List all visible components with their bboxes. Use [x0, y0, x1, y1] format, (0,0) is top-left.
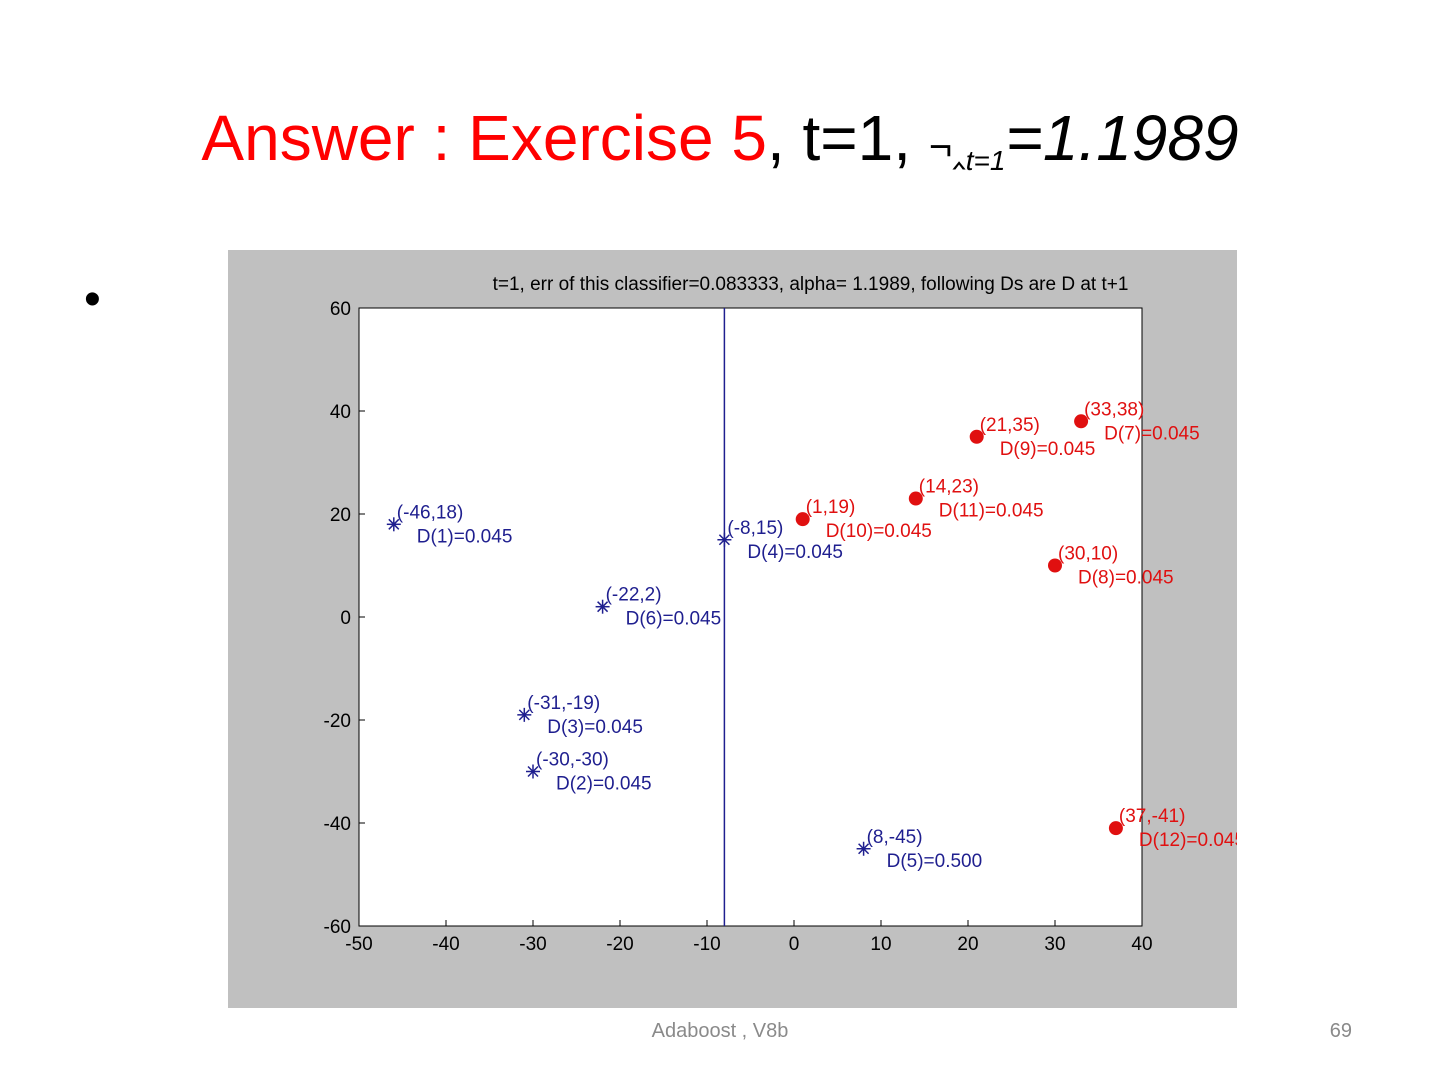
- star-marker-d2: [718, 534, 730, 546]
- y-tick-label: -20: [324, 711, 351, 732]
- title-rest-part: , t=1,: [766, 102, 912, 174]
- slide-title: Answer : Exercise 5, t=1, ¬‸t=1=1.1989: [0, 98, 1440, 201]
- star-marker-d2: [858, 843, 870, 855]
- alpha-value: =1.1989: [1005, 102, 1239, 174]
- x-tick-label: -20: [606, 934, 633, 955]
- point-coord-label: (-30,-30): [536, 750, 609, 771]
- y-tick-label: 20: [330, 505, 351, 526]
- point-weight-label: D(8)=0.045: [1078, 568, 1174, 589]
- x-tick-label: -40: [432, 934, 459, 955]
- point-coord-label: (-31,-19): [527, 693, 600, 714]
- circle-marker: [969, 429, 984, 444]
- x-tick-label: -10: [693, 934, 720, 955]
- scatter-figure: t=1, err of this classifier=0.083333, al…: [228, 250, 1237, 1008]
- point-coord-label: (14,23): [919, 477, 979, 498]
- y-tick-label: -60: [324, 917, 351, 938]
- point-weight-label: D(2)=0.045: [556, 774, 652, 795]
- point-weight-label: D(6)=0.045: [626, 609, 722, 630]
- chart-title: t=1, err of this classifier=0.083333, al…: [493, 274, 1129, 295]
- point-coord-label: (30,10): [1058, 544, 1118, 565]
- y-tick-label: 40: [330, 402, 351, 423]
- title-red-part: Answer : Exercise 5: [201, 102, 767, 174]
- point-weight-label: D(5)=0.500: [887, 851, 983, 872]
- y-tick-label: 60: [330, 299, 351, 320]
- alpha-symbol: ¬‸: [928, 125, 966, 169]
- star-marker-d2: [388, 518, 400, 530]
- point-weight-label: D(4)=0.045: [747, 542, 843, 563]
- footer-text: Adaboost , V8b: [651, 1020, 789, 1042]
- point-coord-label: (37,-41): [1119, 806, 1186, 827]
- scatter-chart: t=1, err of this classifier=0.083333, al…: [324, 274, 1237, 955]
- point-coord-label: (-46,18): [397, 502, 464, 523]
- star-marker-d2: [597, 601, 609, 613]
- circle-marker: [1108, 821, 1123, 836]
- circle-marker: [1048, 558, 1062, 573]
- point-weight-label: D(12)=0.045: [1139, 830, 1237, 851]
- point-coord-label: (21,35): [980, 415, 1040, 436]
- point-coord-label: (8,-45): [867, 827, 923, 848]
- circle-marker: [795, 512, 810, 527]
- circle-marker: [908, 491, 923, 506]
- bullet-point: •: [84, 273, 101, 326]
- x-tick-label: -30: [519, 934, 546, 955]
- point-coord-label: (-22,2): [606, 585, 662, 606]
- point-weight-label: D(10)=0.045: [826, 521, 932, 542]
- point-coord-label: (-8,15): [727, 518, 783, 539]
- star-marker-d2: [518, 709, 530, 721]
- y-tick-label: -40: [324, 814, 351, 835]
- point-weight-label: D(7)=0.045: [1104, 423, 1200, 444]
- star-marker-d2: [527, 765, 539, 778]
- x-tick-label: 20: [957, 934, 978, 955]
- x-tick-label: 10: [870, 934, 891, 955]
- alpha-subscript: t=1: [965, 145, 1006, 176]
- y-tick-label: 0: [340, 608, 351, 629]
- plot-area: [358, 307, 1143, 927]
- x-tick-label: 0: [789, 934, 800, 955]
- circle-marker: [1074, 414, 1089, 429]
- point-coord-label: (33,38): [1084, 399, 1144, 420]
- point-weight-label: D(3)=0.045: [547, 717, 643, 738]
- x-tick-label: 40: [1131, 934, 1152, 955]
- x-tick-label: 30: [1044, 934, 1065, 955]
- point-weight-label: D(11)=0.045: [939, 501, 1044, 522]
- point-coord-label: (1,19): [806, 497, 856, 518]
- page-number: 69: [1329, 1020, 1352, 1042]
- point-weight-label: D(1)=0.045: [417, 526, 513, 547]
- x-tick-label: -50: [345, 934, 372, 955]
- point-weight-label: D(9)=0.045: [1000, 439, 1096, 460]
